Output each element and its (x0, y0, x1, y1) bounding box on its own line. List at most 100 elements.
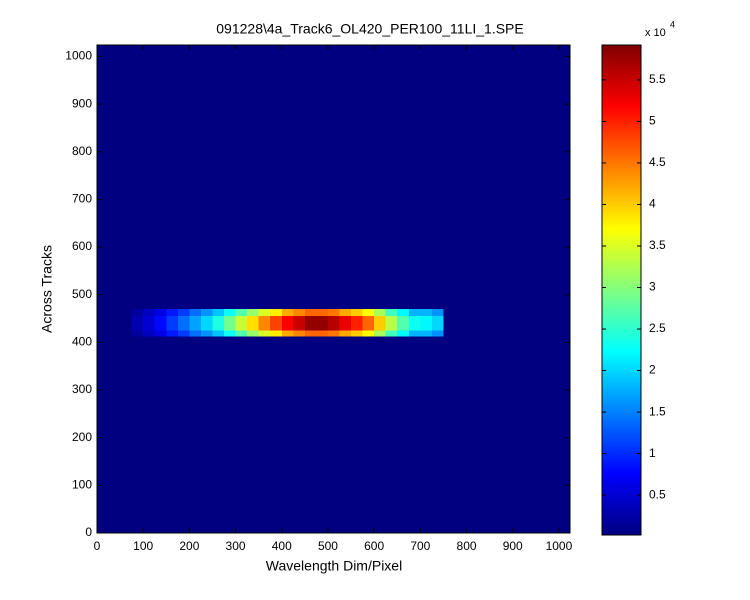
heatmap-cell (408, 323, 421, 331)
colorbar-tick-label: 1 (649, 446, 656, 460)
heatmap-cell (177, 323, 190, 331)
heatmap-cell (235, 323, 248, 331)
heatmap-cell (247, 336, 259, 533)
heatmap-cell (258, 316, 271, 324)
heatmap-cell (293, 45, 305, 310)
heatmap-cell (247, 330, 259, 337)
heatmap-cell (385, 330, 398, 337)
heatmap-cell (166, 45, 178, 310)
y-tick-label: 500 (72, 287, 92, 301)
heatmap-cell (258, 309, 271, 317)
heatmap-cell (420, 323, 432, 331)
heatmap-cell (431, 309, 444, 317)
heatmap-cell (258, 330, 271, 337)
y-tick-label: 400 (72, 335, 92, 349)
heatmap-cell (281, 336, 294, 533)
heatmap-cell (327, 45, 340, 310)
heatmap-cell (293, 309, 305, 317)
colorbar-tick-label: 2 (649, 363, 656, 377)
heatmap-cell (362, 316, 375, 324)
heatmap-cell (374, 336, 386, 533)
heatmap-cell (385, 309, 398, 317)
heatmap-cell (200, 336, 213, 533)
heatmap-cell (270, 316, 282, 324)
x-axis-label: Wavelength Dim/Pixel (266, 558, 402, 574)
y-tick-label: 200 (72, 430, 92, 444)
heatmap-cell (154, 336, 167, 533)
heatmap-cell (166, 323, 178, 331)
heatmap-cell (200, 45, 213, 310)
heatmap-cell (143, 309, 155, 317)
heatmap-cell (270, 45, 282, 310)
heatmap-cell (362, 330, 375, 337)
colorbar-tick-label: 4 (649, 197, 656, 211)
colorbar-tick-label: 5.5 (649, 72, 666, 86)
heatmap-cell (143, 330, 155, 337)
heatmap-cell (327, 316, 340, 324)
heatmap-cell (339, 45, 352, 310)
heatmap-cell (420, 45, 432, 310)
heatmap-cell (224, 323, 236, 331)
x-tick-label: 200 (179, 539, 199, 553)
heatmap-cell (154, 316, 167, 324)
y-tick-label: 100 (72, 478, 92, 492)
heatmap-cell (327, 309, 340, 317)
heatmap-cell (281, 45, 294, 310)
heatmap-cell (351, 330, 363, 337)
heatmap-cell (293, 336, 305, 533)
heatmap-cell (177, 309, 190, 317)
colorbar-tick-label: 3.5 (649, 238, 666, 252)
x-tick-label: 900 (503, 539, 523, 553)
heatmap-cell (97, 323, 132, 331)
heatmap-cell (374, 316, 386, 324)
heatmap-cell (281, 323, 294, 331)
heatmap-cell (385, 316, 398, 324)
heatmap-cell (397, 336, 409, 533)
heatmap-cell (281, 309, 294, 317)
heatmap-cell (258, 323, 271, 331)
x-tick-label: 600 (364, 539, 384, 553)
heatmap-cell (200, 316, 213, 324)
heatmap-cell (351, 309, 363, 317)
heatmap-cell (281, 316, 294, 324)
heatmap-cell (408, 330, 421, 337)
heatmap-cell (189, 309, 201, 317)
heatmap-cell (200, 323, 213, 331)
heatmap-cell (270, 323, 282, 331)
heatmap-cell (131, 309, 144, 317)
heatmap-cell (212, 316, 225, 324)
heatmap-cell (327, 330, 340, 337)
heatmap-cell (177, 330, 190, 337)
heatmap-cell (351, 323, 363, 331)
heatmap-cell (397, 330, 409, 337)
heatmap-cell (189, 323, 201, 331)
heatmap-cell (397, 323, 409, 331)
x-tick-label: 1000 (546, 539, 573, 553)
colorbar-tick-label: 2.5 (649, 321, 666, 335)
heatmap-cell (443, 330, 570, 337)
heatmap-cell (316, 316, 328, 324)
heatmap-cell (351, 45, 363, 310)
heatmap-cell (362, 336, 375, 533)
heatmap-cell (443, 323, 570, 331)
heatmap-cell (304, 309, 317, 317)
heatmap-cell (443, 45, 570, 310)
y-tick-label: 800 (72, 144, 92, 158)
heatmap-cell (374, 323, 386, 331)
heatmap-cell (362, 323, 375, 331)
heatmap-cell (397, 45, 409, 310)
heatmap-cell (397, 316, 409, 324)
heatmap-cell (385, 323, 398, 331)
heatmap-cell (339, 309, 352, 317)
heatmap-cell (177, 336, 190, 533)
axes-box (96, 44, 571, 534)
heatmap-cell (362, 309, 375, 317)
heatmap-cell (131, 330, 144, 337)
heatmap-cell (270, 330, 282, 337)
x-tick-label: 800 (457, 539, 477, 553)
x-tick-label: 300 (226, 539, 246, 553)
heatmap-cell (131, 323, 144, 331)
heatmap-cell (431, 336, 444, 533)
heatmap-cell (304, 336, 317, 533)
heatmap-cell (177, 316, 190, 324)
